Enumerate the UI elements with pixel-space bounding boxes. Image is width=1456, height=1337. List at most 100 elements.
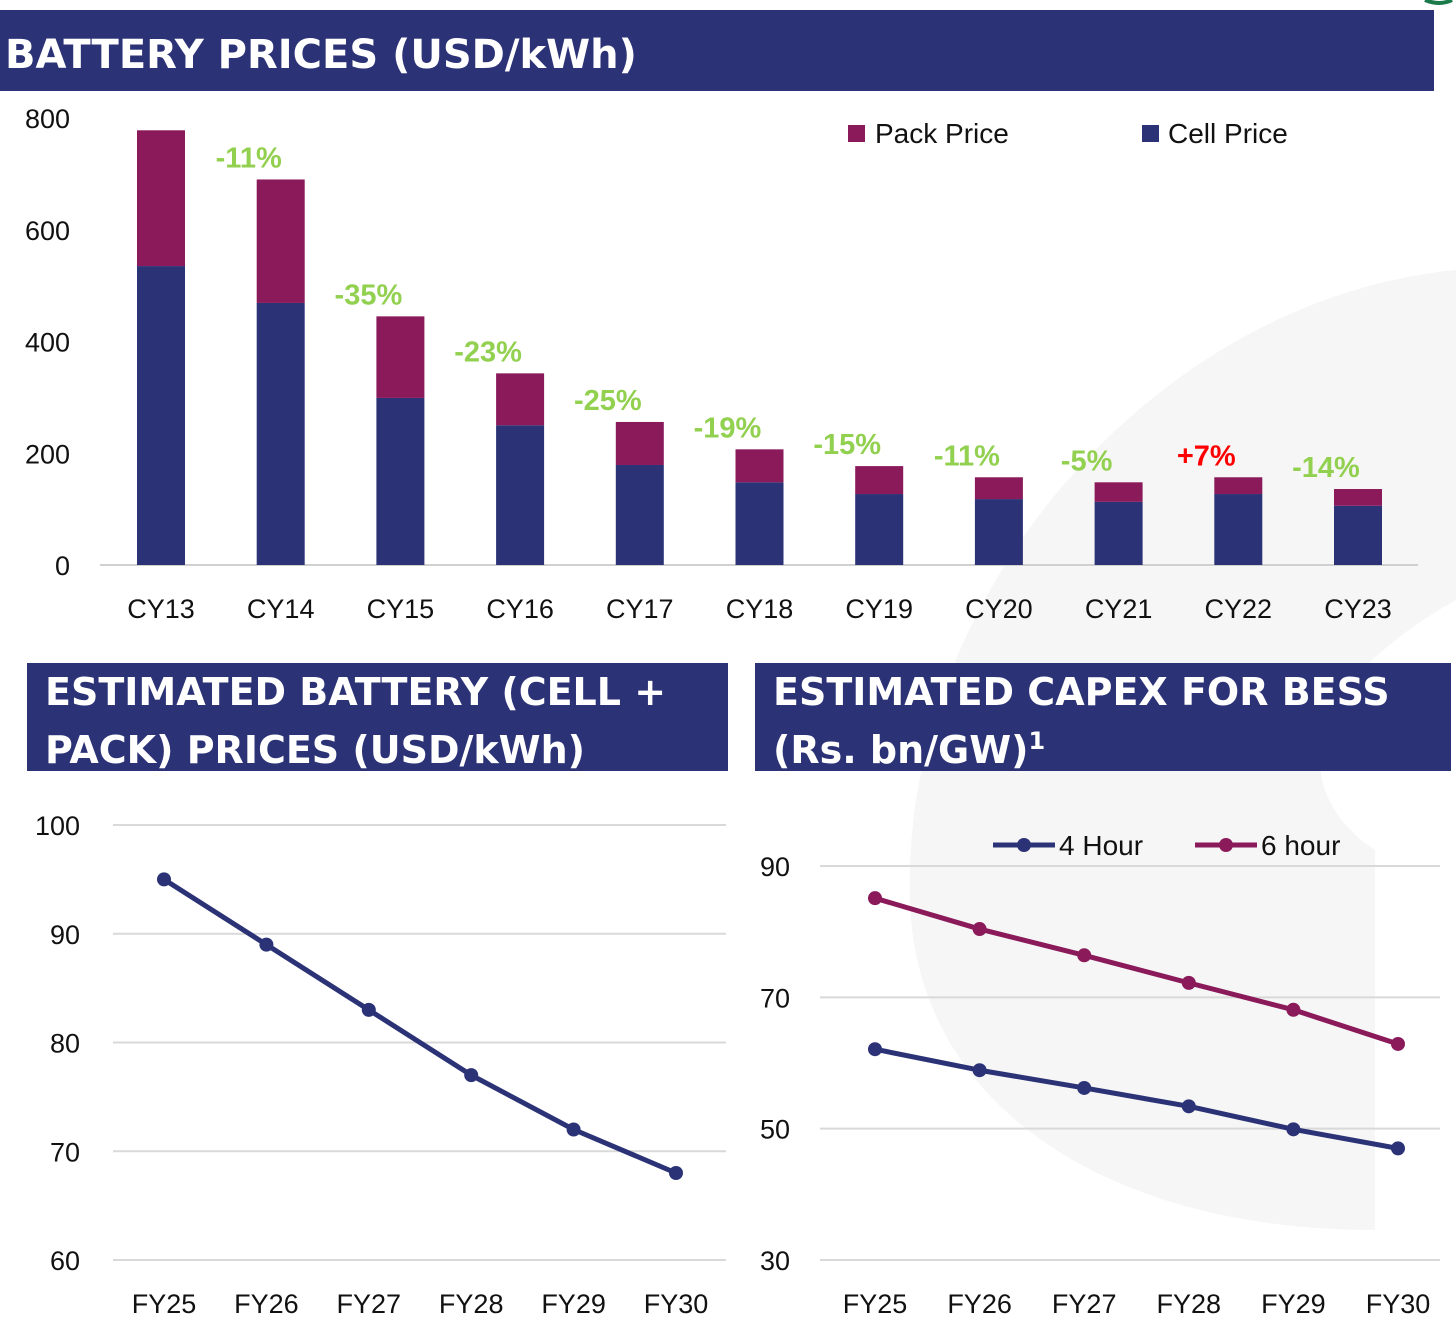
stacked-bar-chart: 0 200 400 600 800 CY13 CY14 -11% CY15 -35% CY16 -23… (25, 104, 1418, 624)
bar-cell-price (1334, 505, 1382, 565)
change-label: -15% (813, 429, 881, 461)
series-line-0 (874, 1046, 1399, 1151)
bar-cell-price (855, 494, 904, 565)
top-chart-title: BATTERY PRICES (USD/kWh) (5, 32, 637, 78)
logo-fragment (1424, 0, 1453, 5)
x-tick-label: FY29 (541, 1289, 606, 1319)
x-tick-label: FY25 (843, 1289, 908, 1319)
footnote-marker: 1 (1029, 727, 1046, 755)
x-tick-label: FY25 (132, 1289, 197, 1319)
y-tick-label: 200 (25, 439, 70, 469)
y-tick-label: 90 (760, 852, 790, 882)
bar-pack-price (1334, 489, 1382, 506)
x-tick-label: FY30 (1366, 1289, 1431, 1319)
change-label: +7% (1177, 440, 1236, 472)
x-tick-label: CY20 (965, 594, 1033, 624)
data-point (361, 1002, 376, 1017)
data-point (1181, 975, 1196, 990)
legend-marker (1219, 838, 1233, 852)
bar-cell-price (496, 425, 545, 565)
bar-cell-price (256, 302, 305, 565)
x-tick-label: FY27 (337, 1289, 402, 1319)
legend-label: 6 hour (1261, 830, 1340, 861)
series-line-1 (874, 895, 1399, 1047)
x-tick-label: FY27 (1052, 1289, 1117, 1319)
y-tick-label: 90 (50, 920, 80, 950)
data-point (1391, 1036, 1405, 1051)
legend-label-cell: Cell Price (1168, 118, 1288, 149)
bar-cell-price (376, 397, 425, 565)
change-label: -25% (574, 385, 642, 417)
y-tick-label: 600 (25, 216, 70, 246)
bar-pack-price (735, 449, 784, 483)
x-tick-label: FY30 (644, 1289, 709, 1319)
data-point (1077, 1080, 1092, 1095)
right-chart-title-unit: (Rs. bn/GW) (773, 728, 1029, 772)
data-point (669, 1166, 683, 1180)
change-label: -14% (1292, 452, 1360, 484)
bar-pack-price (256, 179, 305, 303)
x-tick-label: CY19 (845, 594, 913, 624)
bar-cell-price (1094, 501, 1143, 565)
y-tick-label: 800 (25, 104, 70, 134)
x-tick-label: FY28 (1157, 1289, 1222, 1319)
change-label: -19% (694, 412, 762, 444)
left-chart-title-line2: PACK) PRICES (USD/kWh) (45, 728, 585, 772)
y-tick-label: 100 (35, 811, 80, 841)
legend-marker (1017, 838, 1031, 852)
x-tick-label: FY26 (947, 1289, 1012, 1319)
data-point (1181, 1099, 1196, 1114)
bar-cell-price (735, 482, 784, 565)
bar-pack-price (1214, 477, 1263, 495)
legend-label: 4 Hour (1059, 830, 1143, 861)
data-point (972, 1063, 987, 1078)
bar-pack-price (855, 466, 904, 495)
data-point (464, 1068, 479, 1083)
change-label: -5% (1061, 445, 1113, 477)
change-label: -23% (454, 336, 522, 368)
x-tick-label: CY18 (726, 594, 794, 624)
bar-pack-price (1094, 482, 1143, 502)
data-point (259, 937, 274, 952)
x-tick-label: CY13 (127, 594, 195, 624)
y-tick-label: 0 (55, 551, 70, 581)
legend-label-pack: Pack Price (875, 118, 1009, 149)
x-tick-label: CY22 (1205, 594, 1273, 624)
data-point (1286, 1122, 1301, 1137)
bar-cell-price (1214, 494, 1263, 565)
y-tick-label: 70 (760, 983, 790, 1013)
x-tick-label: CY14 (247, 594, 315, 624)
bar-cell-price (137, 266, 185, 565)
data-point (868, 1042, 882, 1057)
x-tick-label: CY21 (1085, 594, 1153, 624)
change-label: -11% (934, 440, 1000, 472)
change-label: -35% (335, 279, 403, 311)
data-point (1391, 1141, 1405, 1156)
bar-cell-price (615, 464, 664, 565)
series-line-0 (162, 877, 677, 1176)
right-chart-header (755, 663, 1451, 771)
data-point (1077, 948, 1092, 963)
bar-pack-price (376, 316, 425, 398)
bar-pack-price (496, 373, 545, 426)
battery-price-line-chart: 60 70 80 90 100 FY25 FY26 FY27 FY28 FY29 FY30 (35, 811, 726, 1319)
legend-swatch-pack (848, 125, 865, 142)
bar-pack-price (615, 421, 664, 465)
bar-pack-price (137, 130, 185, 267)
x-tick-label: CY15 (367, 594, 435, 624)
change-label: -11% (216, 142, 282, 174)
x-tick-label: CY16 (486, 594, 554, 624)
top-chart-header (0, 10, 1434, 91)
y-tick-label: 80 (50, 1029, 80, 1059)
bar-pack-price (974, 477, 1023, 500)
right-chart-title-line1: ESTIMATED CAPEX FOR BESS (773, 670, 1390, 714)
data-point (868, 891, 882, 906)
legend-swatch-cell (1142, 125, 1159, 142)
y-tick-label: 30 (760, 1246, 790, 1276)
bess-capex-line-chart: 30 50 70 90 FY25 FY26 FY27 FY28 FY29 FY30 4 Hour 6 … (760, 830, 1440, 1319)
data-point (157, 872, 171, 887)
x-tick-label: CY23 (1324, 594, 1392, 624)
right-chart-title-line2: (Rs. bn/GW)1 (773, 727, 1045, 772)
y-tick-label: 400 (25, 328, 70, 358)
